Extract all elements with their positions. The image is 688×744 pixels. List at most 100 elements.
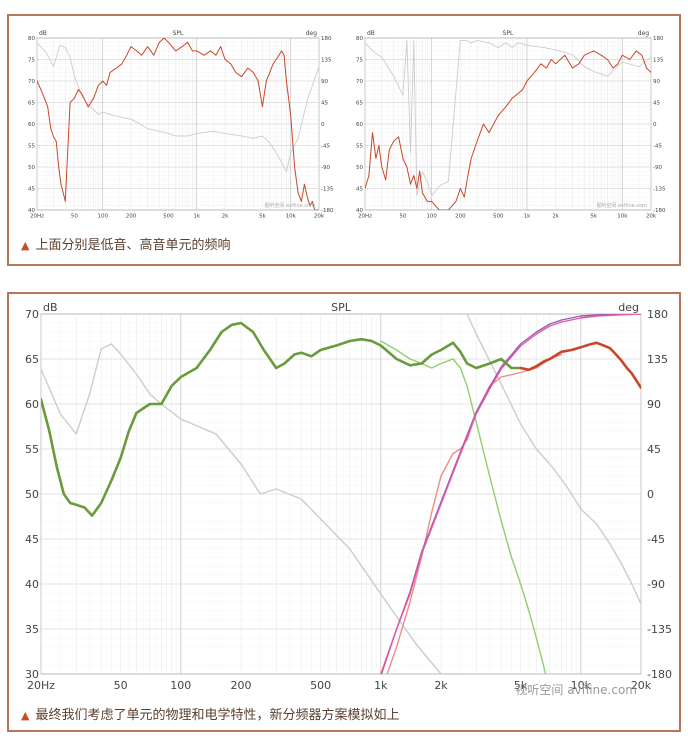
caption-bottom: ▲ 最终我们考虑了单元的物理和电学特性，新分频器方案模拟如上 xyxy=(21,704,399,723)
x-tick-label: 20k xyxy=(646,214,657,220)
x-tick-label: 1k xyxy=(374,679,388,692)
y-tick-label-right: -90 xyxy=(647,578,665,591)
chart-title: SPL xyxy=(173,30,184,37)
series-line-phase-pink xyxy=(380,314,641,674)
horizontal-grid xyxy=(37,37,319,211)
y-axis-left-label: dB xyxy=(367,30,375,37)
x-tick-label: 500 xyxy=(493,214,504,220)
x-tick-label: 20Hz xyxy=(358,214,372,220)
y-tick-label-right: -45 xyxy=(647,533,665,546)
y-tick-label-right: 135 xyxy=(653,57,664,63)
y-tick-label-right: 0 xyxy=(653,122,657,128)
y-tick-label-left: 40 xyxy=(28,208,35,214)
y-tick-label-left: 50 xyxy=(356,165,363,171)
y-tick-label-left: 75 xyxy=(356,57,363,63)
y-tick-label-right: -135 xyxy=(321,186,334,192)
horizontal-grid xyxy=(365,37,651,211)
series-group xyxy=(37,38,319,210)
watermark: 视听空间 avfline.com xyxy=(264,202,315,209)
y-tick-label-left: 55 xyxy=(28,143,35,149)
y-tick-label-left: 70 xyxy=(25,308,39,321)
y-tick-label-right: 180 xyxy=(647,308,668,321)
y-tick-label-left: 65 xyxy=(25,353,39,366)
y-tick-label-left: 55 xyxy=(356,143,363,149)
x-tick-label: 200 xyxy=(455,214,466,220)
x-tick-label: 20k xyxy=(631,679,652,692)
y-tick-label-right: 45 xyxy=(653,100,660,106)
y-tick-label-right: 135 xyxy=(647,353,668,366)
caption-text: 最终我们考虑了单元的物理和电学特性，新分频器方案模拟如上 xyxy=(35,708,400,723)
x-tick-label: 2k xyxy=(552,214,559,220)
x-tick-label: 2k xyxy=(434,679,448,692)
y-tick-label-right: -90 xyxy=(321,165,330,171)
y-axis-right-label: deg xyxy=(618,301,639,314)
x-tick-label: 1k xyxy=(524,214,531,220)
y-tick-label-left: 60 xyxy=(28,122,35,128)
series-line-magnitude xyxy=(365,50,651,210)
caption-text: 上面分别是低音、高音单元的频响 xyxy=(35,238,231,253)
y-tick-label-right: 90 xyxy=(647,398,661,411)
y-tick-label-right: 135 xyxy=(321,57,332,63)
x-tick-label: 10k xyxy=(571,679,592,692)
y-tick-label-right: -45 xyxy=(321,143,330,149)
x-tick-label: 500 xyxy=(163,214,174,220)
y-tick-label-right: -135 xyxy=(647,623,672,636)
series-line-phase xyxy=(37,42,319,173)
y-tick-label-right: -180 xyxy=(653,208,666,214)
y-tick-label-left: 50 xyxy=(25,488,39,501)
y-tick-label-right: 0 xyxy=(321,122,325,128)
x-tick-label: 5k xyxy=(514,679,528,692)
x-tick-label: 200 xyxy=(126,214,137,220)
y-tick-label-right: 90 xyxy=(321,79,328,85)
series-group xyxy=(41,314,641,674)
y-tick-label-left: 45 xyxy=(28,186,35,192)
caption-marker: ▲ xyxy=(21,239,30,252)
bottom-figure-panel: SPL dB deg 20Hz 50 100 200 500 1k 2k 5k 10k 20k 70 65 6… xyxy=(7,292,681,732)
x-tick-label: 50 xyxy=(114,679,128,692)
x-tick-label: 100 xyxy=(170,679,191,692)
series-line-woofer-phase xyxy=(41,343,468,674)
series-line-magnitude xyxy=(37,38,319,210)
x-tick-label: 100 xyxy=(426,214,437,220)
y-axis-right-label: deg xyxy=(638,30,650,37)
x-tick-label: 5k xyxy=(259,214,266,220)
y-axis-left-label: dB xyxy=(43,301,58,314)
series-line-sum-hot xyxy=(519,341,641,390)
y-tick-label-left: 65 xyxy=(356,100,363,106)
y-tick-label-right: -90 xyxy=(653,165,662,171)
y-tick-label-left: 40 xyxy=(25,578,39,591)
x-tick-label: 20k xyxy=(314,214,325,220)
top-figure-panel: SPL dB deg 20Hz 50 100 200 500 1k 2k 5k 10k 20k 80 75 7… xyxy=(7,14,681,266)
x-tick-label: 500 xyxy=(310,679,331,692)
y-tick-label-left: 65 xyxy=(28,100,35,106)
x-tick-label: 100 xyxy=(97,214,108,220)
y-axis-right-label: deg xyxy=(306,30,318,37)
y-tick-label-left: 70 xyxy=(356,79,363,85)
y-tick-label-left: 55 xyxy=(25,443,39,456)
chart-title: SPL xyxy=(503,30,514,37)
x-tick-label: 5k xyxy=(590,214,597,220)
y-tick-label-right: -135 xyxy=(653,186,666,192)
y-tick-label-left: 35 xyxy=(25,623,39,636)
x-tick-label: 200 xyxy=(231,679,252,692)
x-tick-label: 2k xyxy=(222,214,229,220)
y-tick-label-left: 80 xyxy=(28,36,35,42)
y-tick-label-left: 60 xyxy=(356,122,363,128)
y-tick-label-right: 90 xyxy=(653,79,660,85)
y-tick-label-left: 75 xyxy=(28,57,35,63)
x-tick-label: 50 xyxy=(399,214,406,220)
chart-title: SPL xyxy=(331,301,352,314)
x-tick-label: 10k xyxy=(617,214,628,220)
x-tick-label: 1k xyxy=(193,214,200,220)
y-tick-label-left: 70 xyxy=(28,79,35,85)
x-tick-label: 20Hz xyxy=(30,214,44,220)
watermark: 视听空间 avfline.com xyxy=(596,202,647,209)
y-tick-label-right: -180 xyxy=(647,668,672,681)
y-tick-label-right: 45 xyxy=(321,100,328,106)
x-tick-label: 10k xyxy=(286,214,297,220)
x-tick-label: 20Hz xyxy=(27,679,55,692)
y-tick-label-left: 45 xyxy=(25,533,39,546)
y-axis-left-label: dB xyxy=(39,30,47,37)
y-tick-label-left: 30 xyxy=(25,668,39,681)
